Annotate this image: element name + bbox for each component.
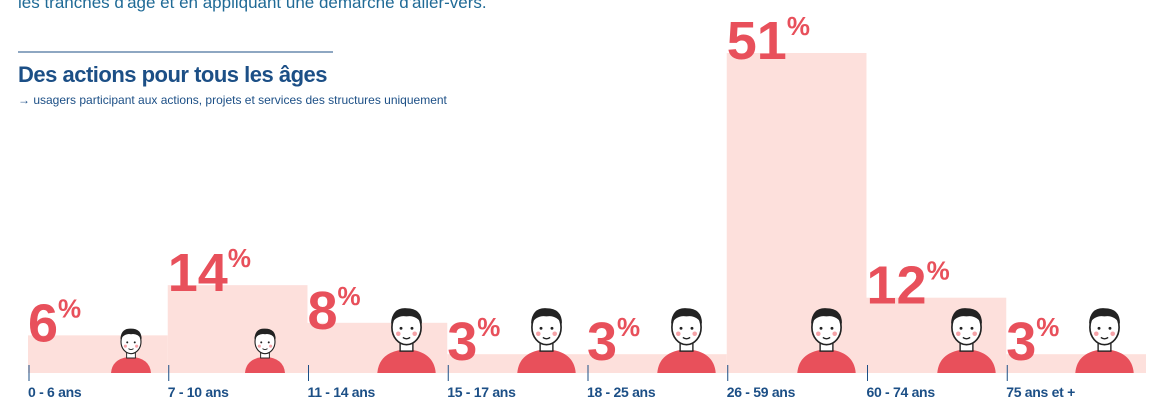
x-tick-label: 11 - 14 ans (308, 384, 376, 400)
value-label: 6% (28, 293, 81, 353)
bar (726, 53, 867, 373)
x-tick-label: 15 - 17 ans (447, 384, 516, 400)
value-label: 12% (867, 256, 950, 316)
chart-subtitle: → usagers participant aux actions, proje… (18, 93, 448, 107)
value-label: 14% (168, 243, 251, 303)
value-label: 3% (1006, 312, 1059, 372)
x-tick-label: 7 - 10 ans (168, 384, 229, 400)
x-tick-label: 18 - 25 ans (587, 384, 656, 400)
person-illustration (516, 307, 577, 373)
x-tick-label: 26 - 59 ans (727, 384, 796, 400)
value-label: 3% (447, 312, 500, 372)
intro-text: les tranches d'âge et en appliquant une … (18, 0, 487, 12)
x-tick-label: 0 - 6 ans (28, 384, 82, 400)
labels: 6% 0 - 6 ans 14% 7 - 10 ans 8% 11 - 14 ans 3% 1… (28, 11, 1075, 400)
value-label: 8% (308, 281, 361, 341)
value-label: 3% (587, 312, 640, 372)
chart-title: Des actions pour tous les âges (18, 62, 327, 87)
x-tick-label: 75 ans et + (1006, 384, 1075, 400)
person-illustration (656, 307, 717, 373)
x-tick-label: 60 - 74 ans (867, 384, 936, 400)
bar (167, 285, 308, 373)
person-illustration (1074, 307, 1135, 373)
value-label: 51% (727, 11, 810, 71)
